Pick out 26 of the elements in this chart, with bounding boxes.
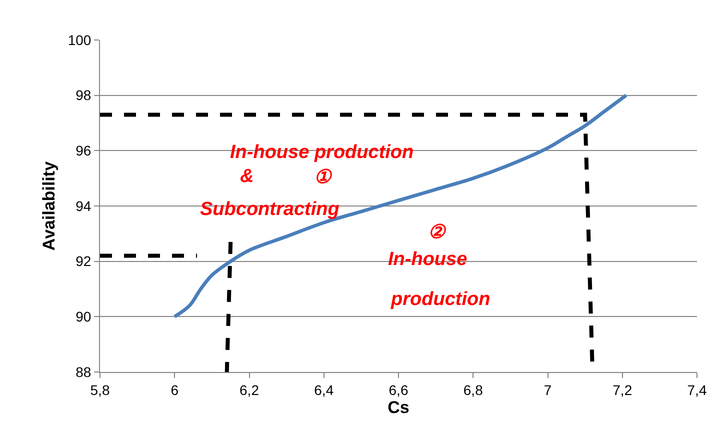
annotation: & — [240, 166, 254, 187]
x-tick-label: 6 — [170, 382, 179, 398]
y-axis-title: Availability — [39, 160, 58, 251]
x-tick-label: 5,8 — [90, 382, 110, 398]
annotation: In-house production — [230, 142, 414, 163]
x-tick-label: 6,4 — [314, 382, 334, 398]
x-tick-label: 6,2 — [240, 382, 260, 398]
y-tick-label: 90 — [76, 308, 92, 325]
y-tick-label: 98 — [76, 87, 92, 104]
x-tick-label: 6,8 — [463, 382, 484, 398]
line-series — [172, 94, 628, 318]
annotation: Subcontracting — [200, 199, 340, 220]
y-tick-label: 88 — [76, 364, 92, 380]
y-tick-label: 92 — [76, 253, 92, 270]
annotation: ① — [314, 167, 333, 188]
y-tick-label: 96 — [76, 142, 92, 159]
annotation: In-house — [388, 249, 468, 270]
x-axis-title: Cs — [388, 398, 410, 417]
y-tick-label: 100 — [68, 32, 92, 48]
x-tick-label: 7,2 — [612, 382, 632, 398]
x-tick-label: 7 — [544, 382, 552, 398]
annotation: production — [390, 289, 490, 310]
annotation: ② — [428, 222, 447, 243]
x-tick-label: 6,6 — [388, 382, 408, 398]
x-tick-label: 7,4 — [687, 382, 707, 398]
y-tick-label: 94 — [76, 198, 92, 214]
